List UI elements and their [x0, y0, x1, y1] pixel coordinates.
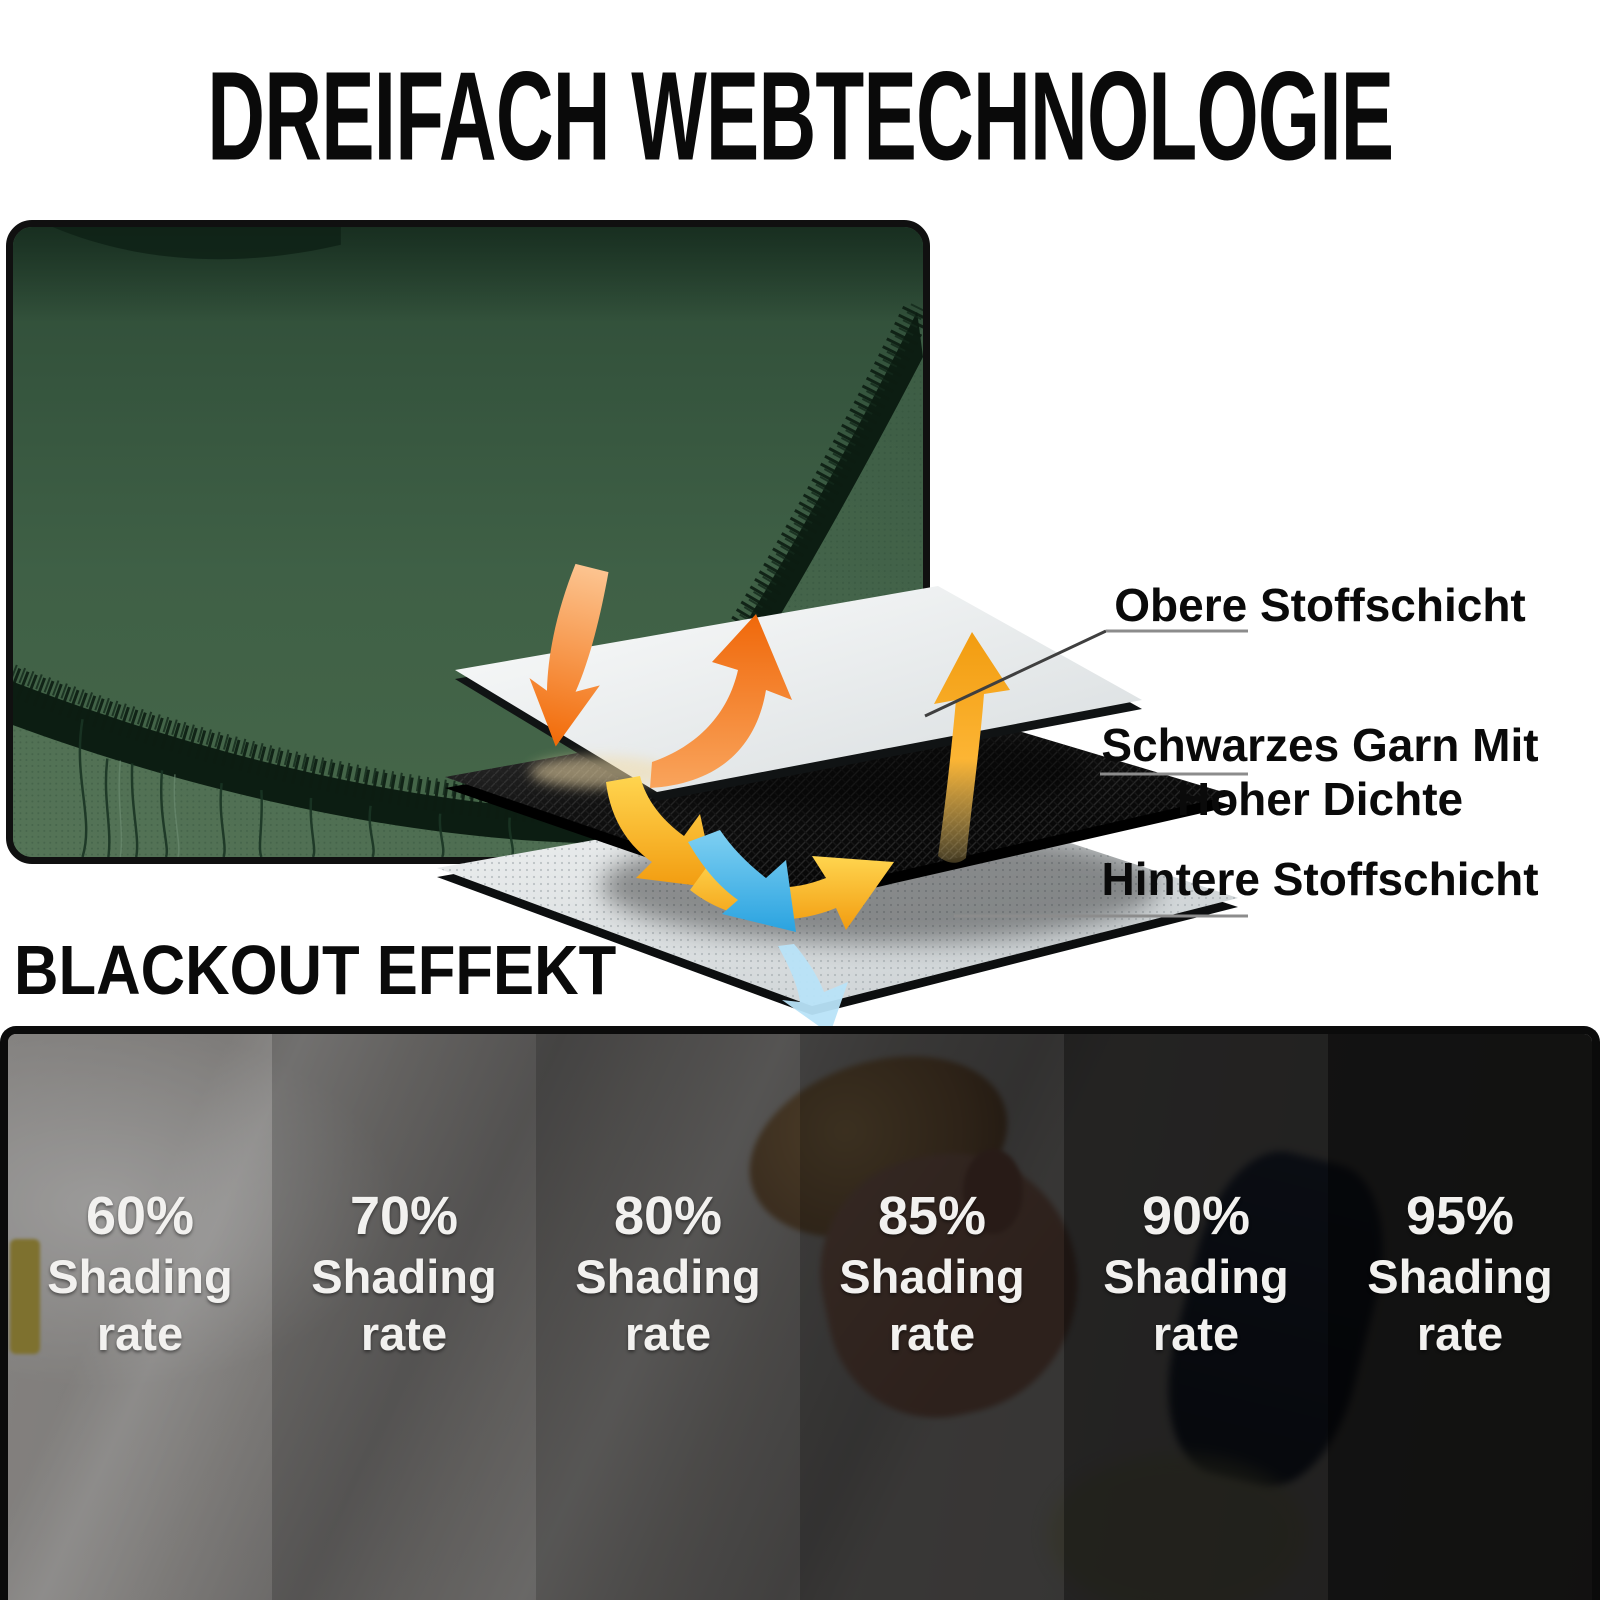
shading-percent: 85% — [877, 1186, 987, 1246]
shading-label-line2: rate — [888, 1307, 976, 1360]
yellow-object — [10, 1239, 40, 1354]
shading-overlay-90 — [1064, 1034, 1328, 1600]
label-back-layer: Hintere Stoffschicht — [1101, 853, 1539, 905]
shading-label-line2: rate — [1416, 1307, 1504, 1360]
shading-column-95: 95% Shading rate — [1328, 1184, 1592, 1424]
shading-label-line2: rate — [1152, 1307, 1240, 1360]
label-top-layer: Obere Stoffschicht — [1114, 579, 1526, 631]
shading-percent: 90% — [1141, 1186, 1251, 1246]
shading-percent: 70% — [349, 1186, 459, 1246]
shading-strip: 60% Shading rate 70% Shading rate 80% Sh… — [0, 1026, 1600, 1600]
shading-overlay-85 — [800, 1034, 1064, 1600]
shading-overlay-60 — [8, 1034, 272, 1600]
shading-label-line1: Shading — [839, 1250, 1025, 1303]
page-title: DREIFACH WEBTECHNOLOGIE — [206, 45, 1394, 187]
shading-column-70: 70% Shading rate — [272, 1184, 536, 1424]
warm-air-up-arrow-icon — [934, 632, 1010, 863]
shading-label-line2: rate — [360, 1307, 448, 1360]
shading-label-line1: Shading — [1103, 1250, 1289, 1303]
air-between-layers-curve-arrow-icon — [690, 856, 894, 930]
shading-overlay-80 — [535, 1034, 800, 1600]
shading-percent: 60% — [85, 1186, 195, 1246]
label-middle-layer-line1: Schwarzes Garn Mit — [1101, 719, 1539, 771]
blackout-heading: BLACKOUT EFFEKT — [14, 931, 617, 1009]
cool-air-out-arrow-icon — [778, 944, 848, 1034]
shading-label-line2: rate — [96, 1307, 184, 1360]
shading-overlay-70 — [272, 1034, 536, 1600]
shading-overlay-95 — [1327, 1034, 1592, 1600]
shading-label-line1: Shading — [311, 1250, 497, 1303]
shading-column-90: 90% Shading rate — [1064, 1184, 1328, 1424]
shading-percent: 95% — [1405, 1186, 1515, 1246]
shading-label-line1: Shading — [1367, 1250, 1553, 1303]
label-middle-layer-line2: Hoher Dichte — [1176, 773, 1464, 825]
shading-column-60: 60% Shading rate — [8, 1184, 272, 1424]
fabric-photo — [6, 220, 930, 864]
fabric-photo-art — [13, 227, 923, 857]
shading-label-line1: Shading — [575, 1250, 761, 1303]
shading-column-85: 85% Shading rate — [800, 1184, 1064, 1424]
shading-percent: 80% — [613, 1186, 723, 1246]
shading-label-line2: rate — [624, 1307, 712, 1360]
shading-column-80: 80% Shading rate — [536, 1184, 800, 1424]
title-wrap: DREIFACH WEBTECHNOLOGIE — [0, 42, 1600, 192]
shading-label-line1: Shading — [47, 1250, 233, 1303]
